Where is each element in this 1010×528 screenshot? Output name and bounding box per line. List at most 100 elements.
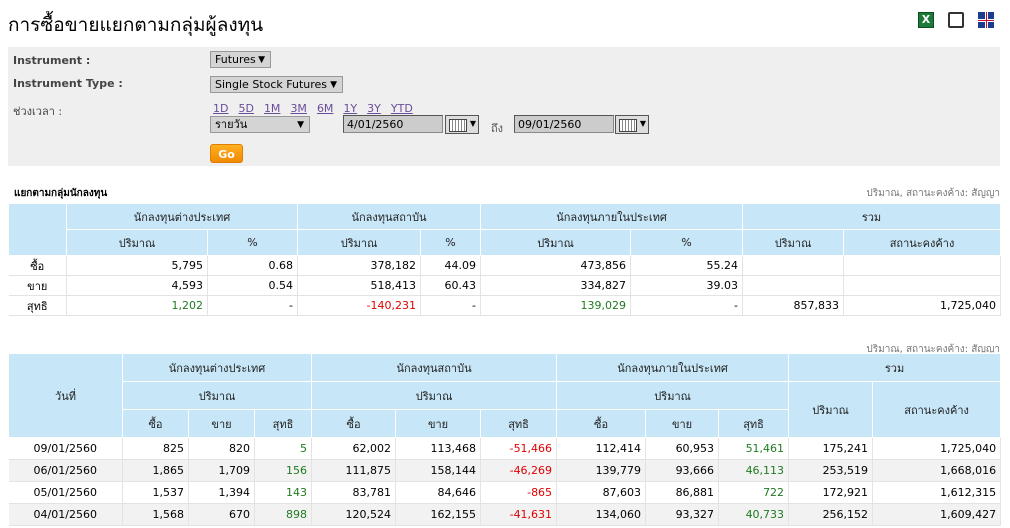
cell: 83,781: [311, 481, 397, 504]
cell: 51,461: [718, 437, 790, 460]
cell: 86,881: [645, 481, 720, 504]
cell: 253,519: [788, 459, 874, 482]
row-label: ขาย: [8, 275, 67, 296]
subheader: สุทธิ: [253, 409, 313, 438]
cell: 111,875: [311, 459, 397, 482]
table-row: ขาย 4,593 0.54 518,413 60.43 334,827 39.03: [8, 275, 1002, 296]
cell: [843, 275, 1002, 296]
group-header: นักลงทุนภายในประเทศ: [480, 203, 744, 230]
cell: 1,537: [122, 481, 189, 504]
cell: 1,709: [188, 459, 255, 482]
table-row: สุทธิ 1,202- -140,231-139,029-857,833 1,725…: [8, 295, 1002, 316]
filter-form: Instrument : Futures Instrument Type : S…: [8, 47, 1000, 166]
cell: 40,733: [718, 503, 790, 526]
row-label: สุทธิ: [8, 295, 67, 316]
subheader: ซื้อ: [556, 409, 647, 438]
interval-select[interactable]: รายวัน: [210, 116, 310, 133]
instrument-select[interactable]: Futures: [210, 51, 271, 68]
range-link-3y[interactable]: 3Y: [367, 102, 381, 115]
instrument-label: Instrument :: [13, 54, 91, 67]
cell: 1,725,040: [843, 295, 1002, 316]
cell: 55.24: [630, 255, 744, 276]
cell: 113,468: [395, 437, 482, 460]
cell: 112,414: [556, 437, 647, 460]
range-link-1m[interactable]: 1M: [263, 102, 281, 115]
cell: 0.54: [207, 275, 299, 296]
cell: 139,029: [480, 295, 632, 316]
cell: -: [420, 295, 482, 316]
volume-header: ปริมาณ: [311, 381, 558, 410]
summary-title: แยกตามกลุ่มนักลงทุน: [14, 188, 108, 199]
go-button[interactable]: Go: [210, 144, 243, 163]
group-header: นักลงทุนต่างประเทศ: [65, 203, 299, 230]
page-title: การซื้อขายแยกตามกลุ่มผู้ลงทุน: [8, 14, 264, 36]
subheader: %: [420, 229, 482, 256]
cell: 256,152: [788, 503, 874, 526]
range-link-1y[interactable]: 1Y: [343, 102, 358, 115]
cell: 1,394: [188, 481, 255, 504]
instrument-type-label: Instrument Type :: [13, 77, 123, 90]
date-cell: 05/01/2560: [8, 481, 123, 504]
from-calendar-icon[interactable]: [445, 115, 479, 134]
cell: 825: [122, 437, 189, 460]
daily-unit-note: ปริมาณ, สถานะคงค้าง: สัญญา: [866, 344, 1000, 355]
cell: 857,833: [742, 295, 845, 316]
group-header: นักลงทุนภายในประเทศ: [556, 353, 790, 382]
subheader: ขาย: [188, 409, 255, 438]
cell: 87,603: [556, 481, 647, 504]
cell: 4,593: [66, 275, 208, 296]
table-row: 09/01/2560 825 820 5 62,002 113,468 -51,466 112…: [8, 437, 1002, 460]
cell: 722: [718, 481, 790, 504]
range-link-3m[interactable]: 3M: [290, 102, 307, 115]
subheader: ปริมาณ: [297, 229, 422, 256]
group-header: นักลงทุนต่างประเทศ: [121, 353, 313, 382]
cell: 1,202: [66, 295, 208, 316]
table-row: ซื้อ 5,795 0.68 378,182 44.09 473,856 55.24: [8, 255, 1002, 276]
subheader: %: [206, 229, 299, 256]
excel-export-icon[interactable]: X: [918, 12, 934, 28]
range-link-1d[interactable]: 1D: [213, 102, 229, 115]
cell: 820: [188, 437, 255, 460]
group-header: รวม: [742, 203, 1002, 230]
to-label: ถึง: [491, 122, 504, 135]
subheader: สุทธิ: [480, 409, 558, 438]
summary-table: นักลงทุนต่างประเทศ นักลงทุนสถาบัน นักลงท…: [8, 203, 1002, 316]
total-volume-header: ปริมาณ: [788, 381, 874, 438]
cell: 39.03: [630, 275, 744, 296]
range-link-6m[interactable]: 6M: [316, 102, 334, 115]
subheader: ปริมาณ: [480, 229, 632, 256]
cell: 898: [254, 503, 313, 526]
cell: 134,060: [556, 503, 647, 526]
cell: -865: [480, 481, 558, 504]
cell: 518,413: [297, 275, 422, 296]
subheader: สุทธิ: [718, 409, 790, 438]
cell: 0.68: [207, 255, 299, 276]
print-icon[interactable]: [948, 12, 964, 28]
cell: -140,231: [297, 295, 422, 316]
cell: 670: [188, 503, 255, 526]
date-header: วันที่: [8, 353, 123, 438]
instrument-type-select[interactable]: Single Stock Futures: [210, 76, 343, 93]
range-link-5d[interactable]: 5D: [238, 102, 254, 115]
cell: -51,466: [480, 437, 558, 460]
cell: 46,113: [718, 459, 790, 482]
cell: 473,856: [480, 255, 632, 276]
volume-header: ปริมาณ: [556, 381, 790, 410]
from-date-input[interactable]: 4/01/2560: [343, 115, 443, 133]
row-label-header: [8, 203, 67, 256]
cell: 162,155: [395, 503, 482, 526]
cell: 1,609,427: [872, 503, 1002, 526]
cell: 156: [254, 459, 313, 482]
cell: -: [630, 295, 744, 316]
cell: 5,795: [66, 255, 208, 276]
cell: 120,524: [311, 503, 397, 526]
to-calendar-icon[interactable]: [615, 115, 649, 134]
date-cell: 09/01/2560: [8, 437, 123, 460]
cell: -41,631: [480, 503, 558, 526]
subheader: %: [630, 229, 744, 256]
range-link-ytd[interactable]: YTD: [390, 102, 413, 115]
group-header: นักลงทุนสถาบัน: [297, 203, 482, 230]
to-date-input[interactable]: 09/01/2560: [514, 115, 614, 133]
cell: 158,144: [395, 459, 482, 482]
english-language-flag-icon[interactable]: [978, 12, 994, 28]
